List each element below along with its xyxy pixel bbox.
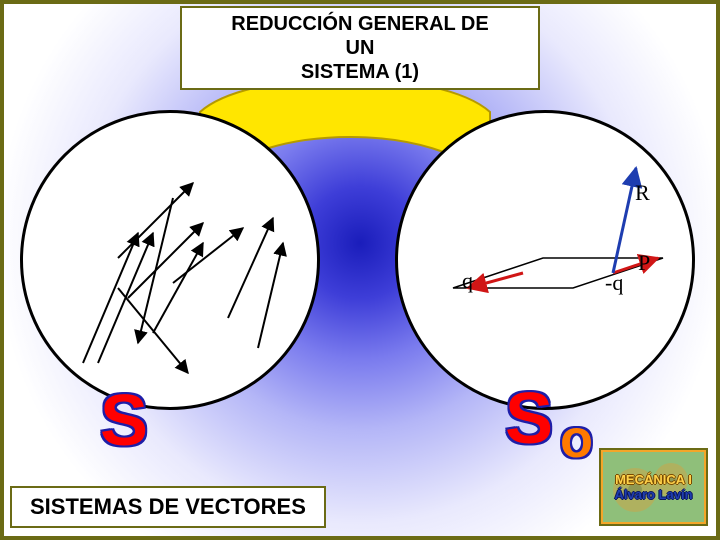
label-q: q — [462, 268, 473, 294]
left-vectors — [23, 113, 323, 413]
system-circle-left — [20, 110, 320, 410]
badge-line1: MECÁNICA I — [615, 472, 692, 487]
footer-box: SISTEMAS DE VECTORES — [10, 486, 326, 528]
label-P: P — [638, 250, 650, 276]
letter-o-sub: o — [560, 408, 593, 470]
letter-S-right: S — [505, 378, 553, 460]
mechanics-badge: MECÁNICA I Álvaro Lavín — [599, 448, 708, 526]
slide: R q -q P S S o REDUCCIÓN GENERAL DE UN S… — [0, 0, 720, 540]
label-R: R — [635, 180, 650, 206]
letter-S-left: S — [100, 380, 148, 462]
title-line2: SISTEMA (1) — [224, 60, 496, 84]
title-line1: REDUCCIÓN GENERAL DE UN — [224, 12, 496, 60]
badge-line2: Álvaro Lavín — [614, 487, 692, 502]
title-box: REDUCCIÓN GENERAL DE UN SISTEMA (1) — [180, 6, 540, 90]
label-minus-q: -q — [605, 270, 623, 296]
right-vectors — [398, 113, 698, 413]
